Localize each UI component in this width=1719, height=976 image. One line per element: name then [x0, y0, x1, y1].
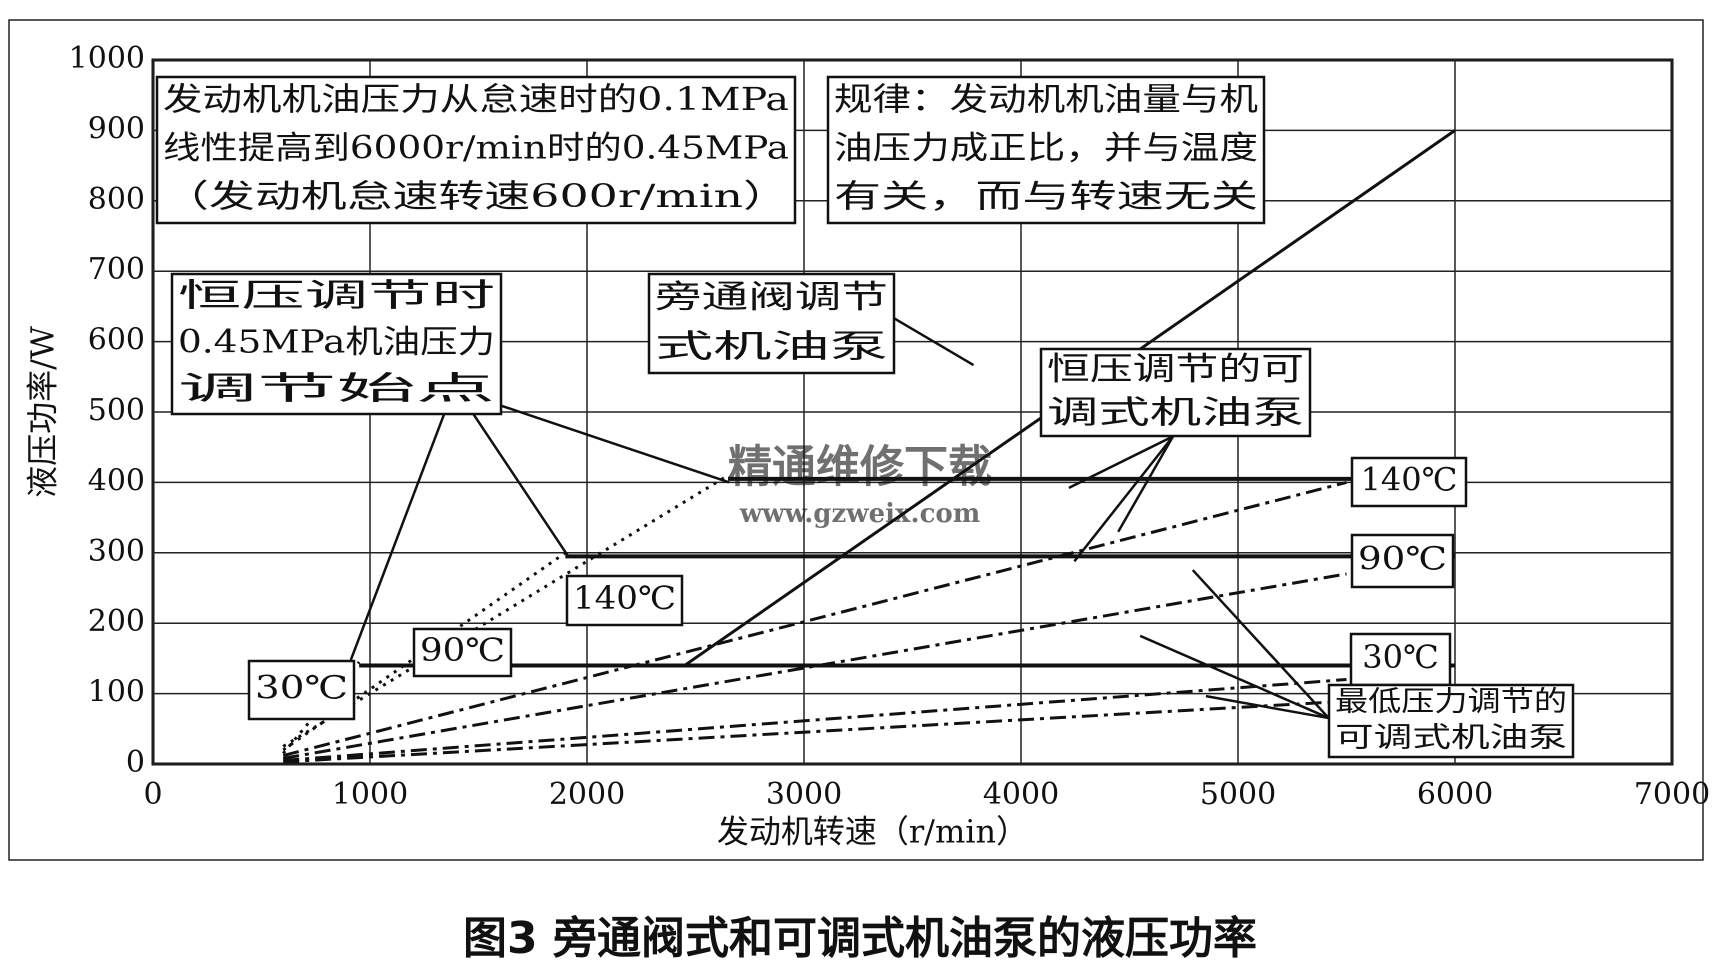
pointer-line [1191, 569, 1330, 719]
annotation-text: 140℃ [1361, 461, 1458, 499]
annotation-text: 恒压调节的可 [1047, 349, 1304, 387]
annotation-text: 式机油泵 [655, 327, 888, 365]
annotation-text: 140℃ [573, 579, 676, 617]
line-series [282, 480, 1347, 758]
annotation-box [412, 627, 513, 678]
annotation-box [155, 75, 797, 225]
annotation-text: 恒压调节时 [178, 276, 495, 314]
annotation-text: 最低压力调节的 [1335, 685, 1567, 718]
x-tick-label: 3000 [766, 777, 842, 812]
annotation-text: 90℃ [420, 631, 505, 669]
annotation-text: 90℃ [1358, 540, 1447, 578]
annotation-box [1350, 533, 1455, 589]
x-tick-label: 0 [143, 777, 162, 812]
frame [8, 19, 1704, 861]
annotation-text: 有关，而与转速无关 [834, 177, 1258, 215]
y-tick-label: 500 [88, 393, 145, 428]
annotation-text: 调式机油泵 [1047, 393, 1304, 431]
y-tick-label: 200 [88, 604, 145, 639]
annotation-text: 油压力成正比，并与温度 [834, 129, 1258, 167]
annotation-box [1327, 683, 1575, 759]
watermark: 精通维修下载 [728, 442, 992, 493]
line-series [282, 572, 1347, 760]
y-tick-label: 900 [88, 111, 145, 146]
annotation-box [1350, 456, 1468, 508]
x-tick-label: 6000 [1417, 777, 1493, 812]
pointer-line [1205, 694, 1329, 720]
y-tick-label: 0 [126, 745, 145, 780]
pointer-line [1073, 435, 1175, 563]
annotation-text: 规律：发动机机油量与机 [834, 80, 1258, 118]
y-axis-label: 液压功率/W [24, 326, 62, 498]
y-tick-label: 1000 [69, 41, 145, 76]
pointer-line [472, 413, 569, 557]
annotation-box [1039, 347, 1312, 438]
line-series [282, 474, 729, 748]
line-series [283, 699, 1358, 764]
annotation-box [647, 272, 896, 375]
y-tick-label: 400 [88, 463, 145, 498]
annotation-text: 线性提高到6000r/min时的0.45MPa [163, 129, 789, 167]
pointer-line [1068, 435, 1174, 489]
pointer-line [892, 316, 975, 367]
annotation-text: （发动机怠速转速600r/min） [163, 177, 789, 215]
annotation-text: 30℃ [1362, 638, 1439, 676]
x-axis-label: 发动机转速（r/min） [717, 813, 1028, 851]
y-tick-label: 700 [88, 252, 145, 287]
pointer-line [349, 413, 446, 661]
pointer-line [500, 404, 730, 484]
y-tick-label: 600 [88, 323, 145, 358]
pointer-line [1117, 435, 1175, 533]
annotation-text: 0.45MPa机油压力 [178, 323, 495, 361]
annotation-box [247, 659, 356, 721]
watermark: www.gzweix.com [739, 499, 981, 529]
x-tick-label: 1000 [332, 777, 408, 812]
x-tick-label: 4000 [983, 777, 1059, 812]
annotation-text: 旁通阀调节 [655, 277, 888, 315]
y-tick-label: 100 [88, 675, 145, 710]
annotation-box [565, 574, 684, 627]
annotation-text: 30℃ [255, 669, 348, 707]
x-tick-label: 7000 [1634, 777, 1710, 812]
pointer-line [1139, 634, 1330, 720]
annotation-text: 发动机机油压力从怠速时的0.1MPa [163, 80, 789, 118]
x-tick-label: 2000 [549, 777, 625, 812]
caption: 图3 旁通阀式和可调式机油泵的液压功率 [463, 913, 1257, 964]
y-tick-label: 300 [88, 534, 145, 569]
annotation-box [826, 75, 1266, 225]
annotation-text: 可调式机油泵 [1335, 721, 1567, 754]
y-tick-label: 800 [88, 182, 145, 217]
line-series [283, 678, 1347, 762]
annotation-box [170, 272, 503, 416]
x-tick-label: 5000 [1200, 777, 1276, 812]
annotation-text: 调节始点 [178, 369, 495, 407]
